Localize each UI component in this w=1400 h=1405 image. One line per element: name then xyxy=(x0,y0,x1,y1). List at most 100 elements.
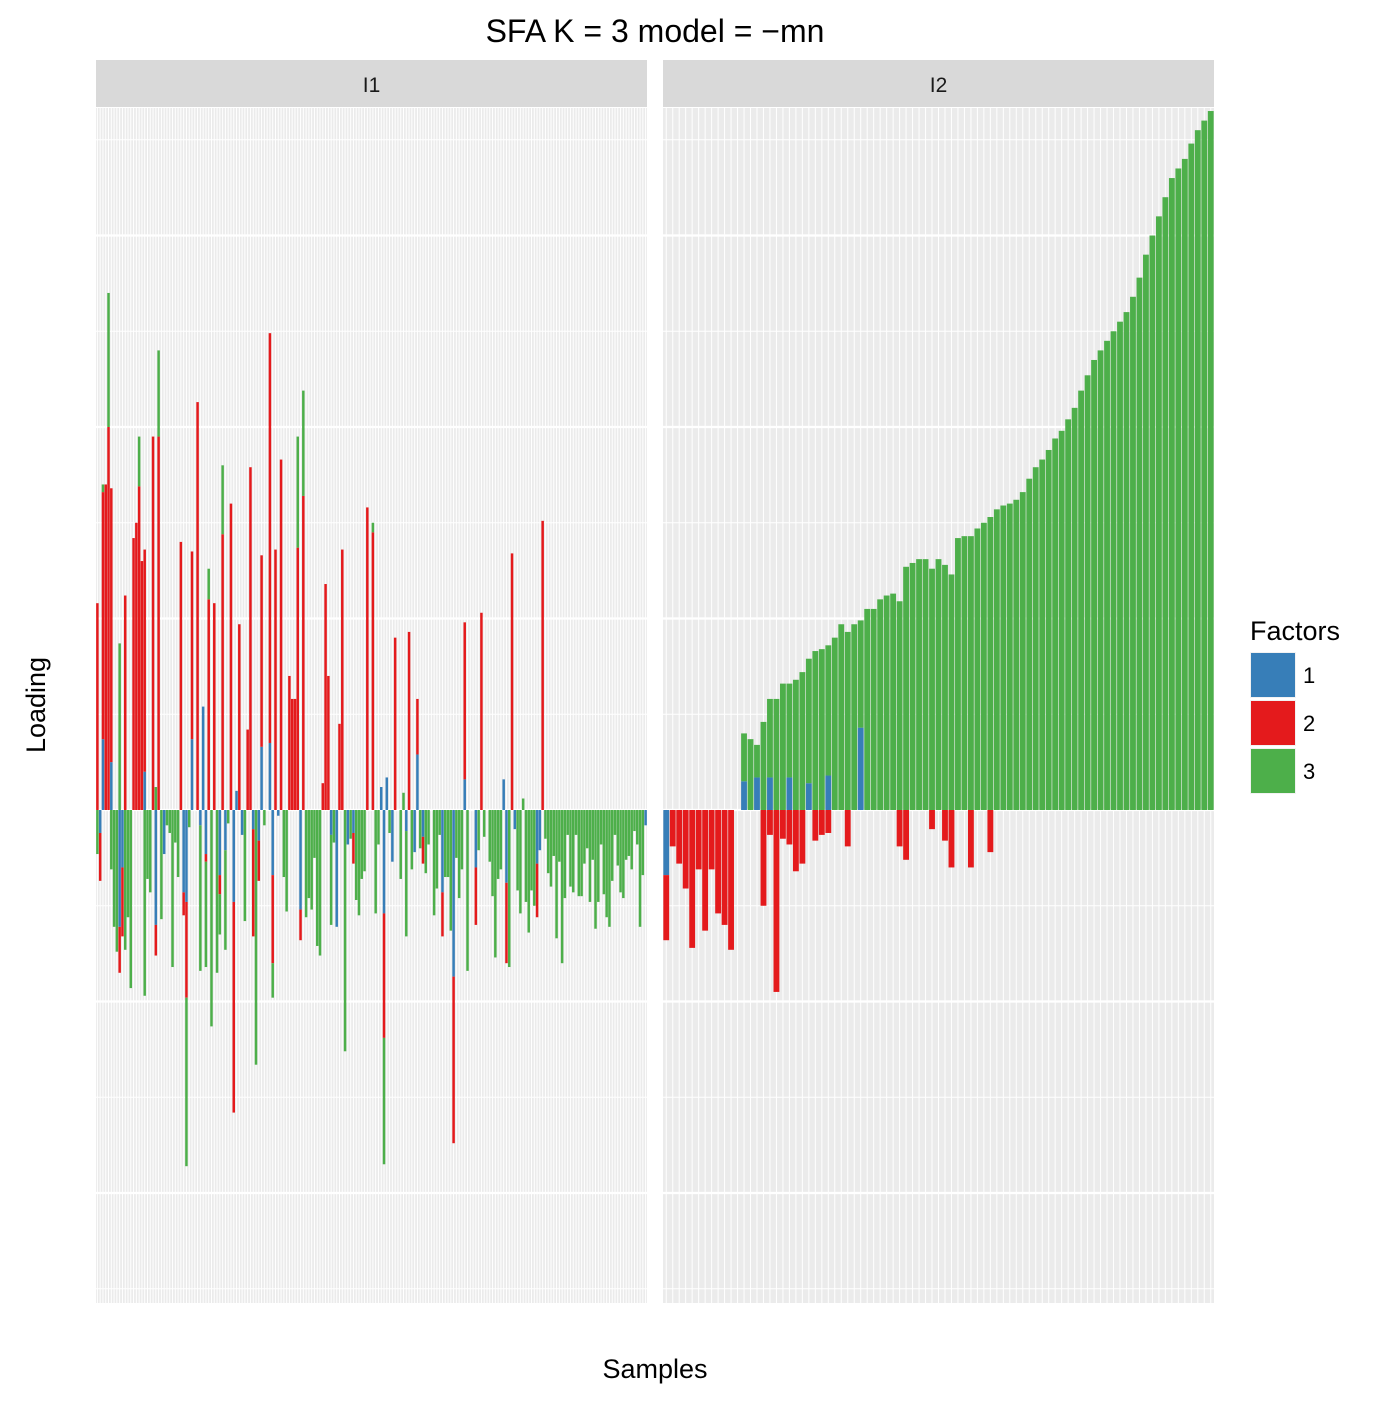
bar-segment-factor-3 xyxy=(786,683,793,778)
legend: Factors 1 2 3 xyxy=(1250,616,1340,794)
bar-segment-factor-3 xyxy=(935,559,942,810)
bar-segment-factor-1 xyxy=(391,810,394,862)
bar-segment-factor-2 xyxy=(268,333,272,743)
bar-segment-factor-2 xyxy=(702,810,709,931)
bar-segment-factor-2 xyxy=(948,810,955,868)
bar-segment-factor-2 xyxy=(321,783,325,810)
bar-segment-factor-3 xyxy=(1019,492,1026,810)
bar-segment-factor-1 xyxy=(277,810,280,816)
bar-segment-factor-1 xyxy=(110,762,113,810)
legend-title: Factors xyxy=(1250,616,1340,646)
bar-segment-factor-3 xyxy=(619,810,622,893)
bar-segment-factor-3 xyxy=(160,810,163,920)
bar-segment-factor-3 xyxy=(1006,503,1013,810)
bar-segment-factor-1 xyxy=(118,810,121,927)
bar-segment-factor-3 xyxy=(864,608,871,810)
bar-segment-factor-2 xyxy=(338,723,341,810)
bar-segment-factor-3 xyxy=(624,810,628,860)
bar-segment-factor-2 xyxy=(110,488,113,763)
bar-segment-factor-3 xyxy=(357,810,361,916)
bar-segment-factor-3 xyxy=(1123,312,1130,810)
bar-segment-factor-2 xyxy=(135,522,138,810)
bar-segment-factor-3 xyxy=(221,465,224,535)
bar-segment-factor-2 xyxy=(463,622,466,780)
facet-panels: I1 I2 xyxy=(96,60,1214,1303)
bar-segment-factor-3 xyxy=(572,810,575,893)
bar-segment-factor-3 xyxy=(360,810,364,879)
bar-segment-factor-2 xyxy=(207,599,210,810)
bar-segment-factor-3 xyxy=(524,810,528,902)
bar-segment-factor-1 xyxy=(767,777,773,810)
bar-segment-factor-3 xyxy=(922,559,929,810)
bar-segment-factor-3 xyxy=(354,810,358,901)
bar-segment-factor-1 xyxy=(329,810,333,835)
bar-segment-factor-1 xyxy=(663,810,670,876)
bar-segment-factor-2 xyxy=(773,810,780,992)
bar-segment-factor-3 xyxy=(154,787,158,810)
bar-segment-factor-3 xyxy=(329,834,333,925)
bar-segment-factor-3 xyxy=(402,792,405,810)
bar-segment-factor-3 xyxy=(243,810,247,922)
bar-segment-factor-3 xyxy=(271,963,274,998)
bar-segment-factor-3 xyxy=(1078,390,1085,810)
bar-segment-factor-2 xyxy=(257,840,261,881)
bar-segment-factor-3 xyxy=(218,894,222,935)
bar-segment-factor-1 xyxy=(299,810,302,910)
bar-segment-factor-3 xyxy=(636,810,639,845)
bar-segment-factor-3 xyxy=(187,810,191,828)
bar-segment-factor-3 xyxy=(388,810,391,833)
bar-segment-factor-2 xyxy=(251,829,255,937)
bar-segment-factor-3 xyxy=(165,810,169,826)
bar-segment-factor-3 xyxy=(558,810,561,862)
bar-segment-factor-2 xyxy=(213,603,216,810)
bar-segment-factor-2 xyxy=(715,810,722,914)
bar-segment-factor-1 xyxy=(260,746,263,810)
bar-segment-factor-3 xyxy=(602,810,606,895)
bar-segment-factor-3 xyxy=(780,683,786,810)
y-axis-label: Loading xyxy=(21,657,51,753)
bar-segment-factor-1 xyxy=(251,810,255,830)
bar-segment-factor-3 xyxy=(909,562,916,810)
bar-segment-factor-2 xyxy=(151,436,155,810)
bar-segment-factor-2 xyxy=(416,698,419,755)
bar-segment-factor-2 xyxy=(196,402,199,810)
bar-segment-factor-3 xyxy=(438,810,441,835)
bar-segment-factor-3 xyxy=(199,825,202,971)
bar-segment-factor-1 xyxy=(385,777,389,810)
bar-segment-factor-3 xyxy=(1084,375,1091,810)
bar-segment-factor-3 xyxy=(1130,296,1136,810)
bar-segment-factor-1 xyxy=(218,810,222,876)
bar-segment-factor-3 xyxy=(307,810,311,899)
bar-segment-factor-2 xyxy=(101,492,105,740)
bar-segment-factor-3 xyxy=(616,810,620,866)
bar-segment-factor-2 xyxy=(190,551,194,740)
bar-segment-factor-2 xyxy=(107,427,110,810)
bar-segment-factor-3 xyxy=(805,658,812,784)
bar-segment-factor-3 xyxy=(382,1037,386,1165)
panel-background xyxy=(96,108,647,1303)
bar-segment-factor-3 xyxy=(516,810,519,891)
bar-segment-factor-3 xyxy=(432,810,436,916)
bar-segment-factor-3 xyxy=(948,574,955,810)
bar-segment-factor-2 xyxy=(204,854,208,862)
bar-segment-factor-2 xyxy=(293,698,297,810)
bar-segment-factor-1 xyxy=(644,810,647,826)
bar-segment-factor-3 xyxy=(627,810,631,856)
bar-segment-factor-3 xyxy=(224,850,227,950)
bar-segment-factor-2 xyxy=(279,459,283,810)
bar-segment-factor-3 xyxy=(527,810,530,933)
legend-item-2: 2 xyxy=(1250,700,1315,746)
bar-segment-factor-3 xyxy=(1110,331,1117,810)
bar-segment-factor-2 xyxy=(929,810,935,830)
bar-segment-factor-1 xyxy=(513,810,517,830)
bar-segment-factor-2 xyxy=(393,637,397,810)
bar-segment-factor-1 xyxy=(857,727,864,810)
bar-segment-factor-3 xyxy=(424,810,428,874)
bar-segment-factor-1 xyxy=(346,810,350,845)
bar-segment-factor-2 xyxy=(96,603,99,810)
bar-segment-factor-1 xyxy=(786,777,793,810)
bar-segment-factor-3 xyxy=(574,810,578,835)
bar-segment-factor-2 xyxy=(780,810,786,839)
bar-segment-factor-2 xyxy=(271,875,274,964)
